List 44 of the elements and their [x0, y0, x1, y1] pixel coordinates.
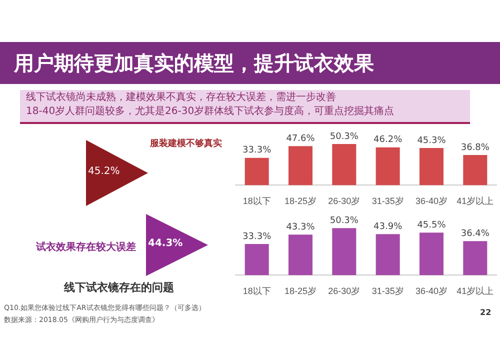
bar — [376, 147, 400, 186]
text: 试衣效果存在较大误差 — [36, 240, 136, 254]
bar — [288, 234, 313, 276]
x-tick-label: 36-40岁 — [415, 196, 448, 206]
text: 44.3% — [148, 238, 183, 249]
data-label: 43.3% — [286, 222, 316, 232]
data-label: 36.8% — [460, 142, 490, 153]
bar — [419, 148, 444, 186]
data-label: 36.4% — [460, 228, 490, 239]
x-tick-label: 26-30岁 — [328, 286, 360, 296]
bar — [332, 228, 356, 276]
data-label: 45.3% — [417, 136, 446, 146]
data-label: 50.3% — [330, 216, 359, 226]
data-label: 33.3% — [242, 232, 272, 242]
x-tick-label: 31-35岁 — [372, 286, 404, 296]
x-tick-label: 18-25岁 — [284, 196, 317, 206]
data-label: 47.6% — [286, 134, 316, 144]
x-tick-label: 18-25岁 — [284, 286, 317, 296]
data-label: 46.2% — [374, 135, 403, 146]
x-tick-label: 41岁以上 — [456, 286, 494, 296]
bar — [463, 155, 488, 186]
data-label: 33.3% — [242, 146, 272, 156]
chart-title: 用户期待更加真实的模型，提升试衣效果 — [14, 50, 374, 77]
x-tick-label: 36-40岁 — [415, 286, 448, 296]
text: 线下试衣镜存在的问题 — [64, 280, 174, 295]
bar — [332, 144, 356, 186]
bar — [244, 244, 269, 276]
data-label: 45.5% — [417, 220, 446, 230]
chart-subtitle: 线下试衣镜尚未成熟，建模效果不真实，存在较大误差，需进一步改善 18-40岁人群问题较多，尤其是26-30岁群体线下试衣参与度高，可重点挖掘其痛点 — [20, 90, 470, 124]
x-tick-label: 26-30岁 — [328, 196, 360, 206]
bar — [288, 146, 313, 186]
data-label: 50.3% — [330, 132, 359, 142]
text: 22 — [480, 308, 492, 317]
x-tick-label: 41岁以上 — [456, 196, 494, 206]
data-label: 43.9% — [374, 222, 403, 232]
x-tick-label: 18以下 — [242, 286, 271, 296]
bar — [463, 241, 488, 276]
bar — [419, 232, 444, 276]
bar — [244, 158, 269, 186]
text: 服装建模不够真实 — [150, 137, 222, 150]
x-tick-label: 18以下 — [242, 196, 271, 206]
x-tick-label: 31-35岁 — [372, 196, 404, 206]
text: 45.2% — [88, 166, 120, 177]
bar — [376, 234, 400, 276]
